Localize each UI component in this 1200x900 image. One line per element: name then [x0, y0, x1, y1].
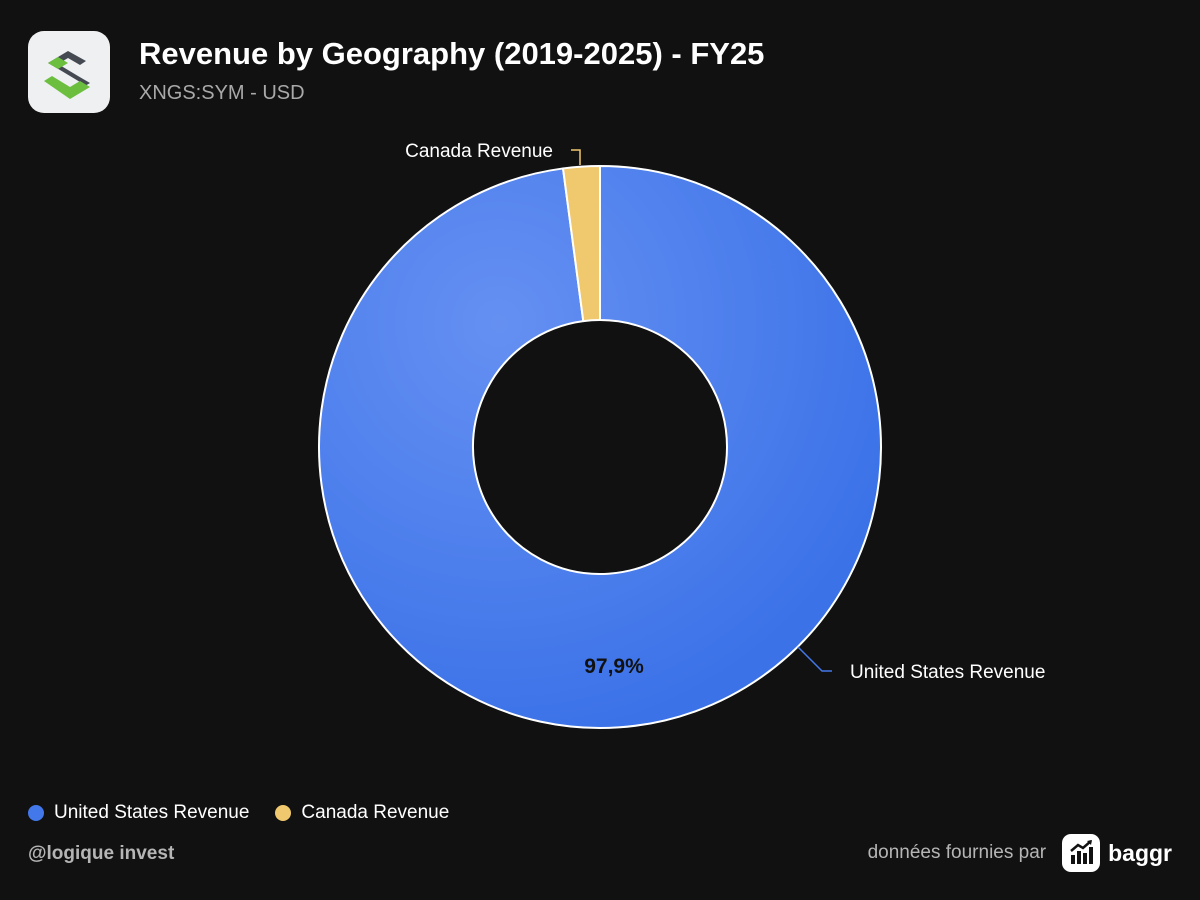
legend-dot-united-states [28, 805, 44, 821]
bar-chart-arrow-icon [1062, 834, 1101, 872]
donut-chart: 97,9% United States Revenue Canada Revenue [318, 141, 1045, 729]
legend-label-united-states: United States Revenue [54, 802, 250, 823]
author-handle: @logique invest [28, 843, 175, 864]
chart-subtitle: XNGS:SYM - USD [139, 82, 305, 104]
pie-slice-canada-revenue[interactable] [562, 165, 601, 323]
leader-line-canada [571, 149, 581, 165]
legend-item-canada[interactable]: Canada Revenue [275, 802, 449, 824]
provided-by-text: données fournies par [867, 842, 1047, 863]
company-logo-icon [28, 31, 110, 113]
data-label-united-states: 97,9% [584, 655, 644, 678]
chart-title: Revenue by Geography (2019-2025) - FY25 [139, 36, 765, 71]
slice-label-united-states: United States Revenue [850, 662, 1045, 683]
legend-dot-canada [275, 805, 292, 821]
pie-slice-united-states-revenue[interactable] [318, 165, 882, 729]
leader-line-united-states [797, 646, 832, 672]
data-provider: données fournies par baggr [868, 834, 1172, 872]
brand-name[interactable]: baggr [1108, 839, 1172, 866]
slice-label-canada: Canada Revenue [405, 141, 553, 162]
chart-legend: United States Revenue Canada Revenue [28, 802, 475, 824]
legend-item-united-states[interactable]: United States Revenue [28, 802, 249, 824]
legend-label-canada: Canada Revenue [301, 802, 450, 823]
